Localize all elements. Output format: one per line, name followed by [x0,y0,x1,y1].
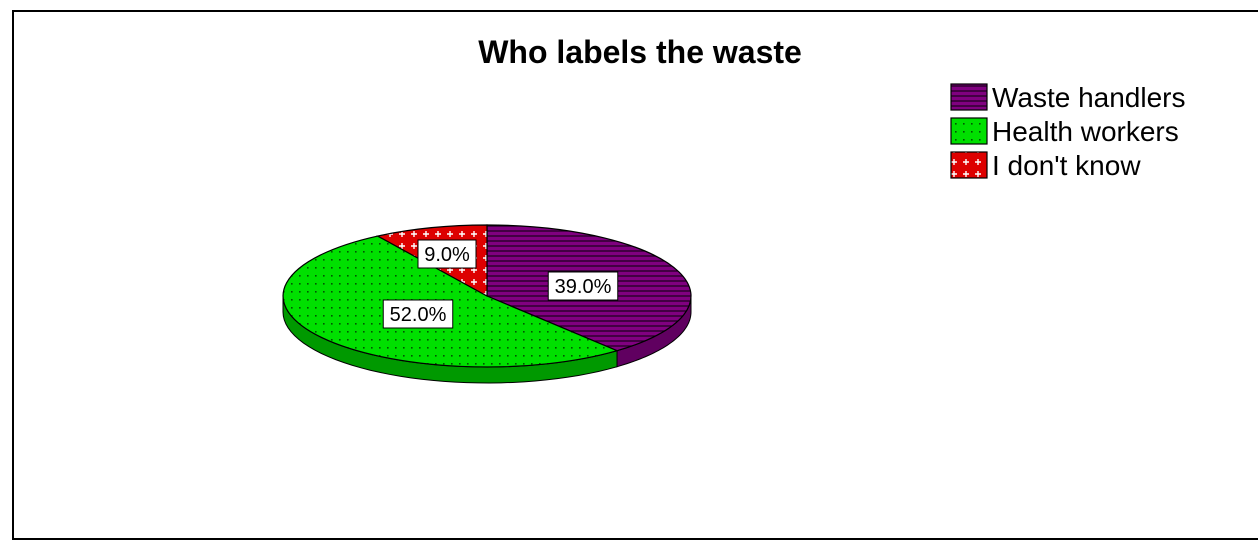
data-label-health-workers: 52.0% [382,299,454,329]
data-label-box [382,299,454,329]
data-label-i-don-t-know: 9.0% [417,239,477,269]
legend-label-health-workers: Health workers [992,116,1179,147]
data-label-waste-handlers: 39.0% [547,271,619,301]
pie-slices [282,224,692,368]
legend-swatch-waste-handlers [950,83,988,111]
data-label-box [547,271,619,301]
data-label-text: 9.0% [424,244,470,266]
data-label-text: 52.0% [390,304,447,326]
legend-swatch-health-workers [950,117,988,145]
chart-title: Who labels the waste [478,34,802,70]
data-label-box [417,239,477,269]
data-label-text: 39.0% [555,276,612,298]
legend-label-i-don-t-know: I don't know [992,150,1141,181]
legend-label-waste-handlers: Waste handlers [992,82,1186,113]
pie-labels: 39.0% 52.0% 9.0% [382,239,619,329]
legend-swatch-i-don-t-know [950,151,988,179]
